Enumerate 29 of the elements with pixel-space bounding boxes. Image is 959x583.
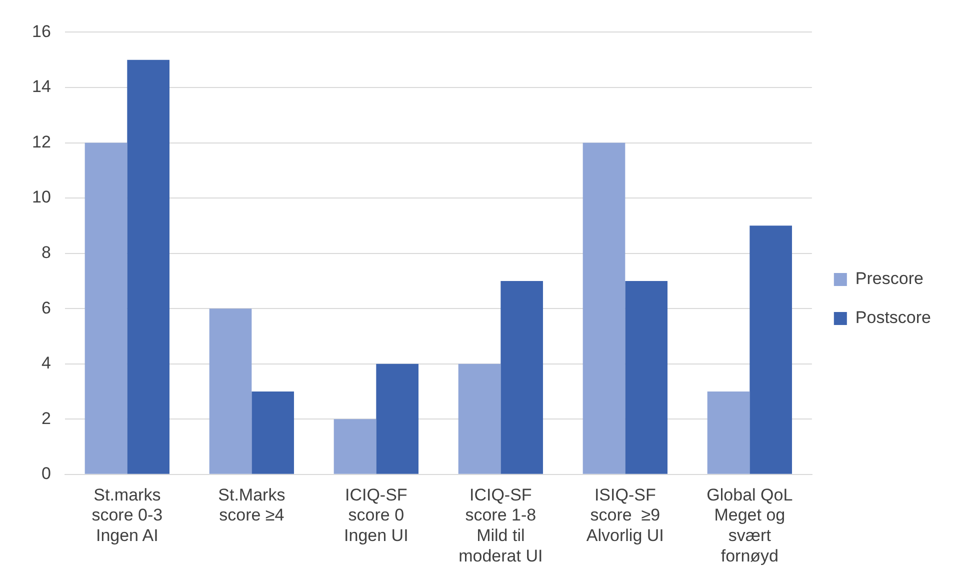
bar	[334, 419, 376, 474]
y-tick-label: 0	[41, 464, 51, 484]
bar	[750, 226, 792, 474]
y-tick-label: 16	[32, 22, 51, 41]
bar	[127, 60, 170, 474]
legend-label: Postscore	[855, 308, 932, 328]
bar	[209, 308, 252, 474]
x-tick-label: ICIQ-SF score 1-8 Mild til moderat UI	[458, 485, 543, 566]
y-tick-label: 8	[41, 242, 51, 262]
y-tick-label: 10	[32, 188, 51, 207]
y-tick-label: 4	[41, 354, 51, 373]
y-tick-label: 14	[32, 77, 51, 96]
bar	[582, 142, 626, 474]
bar	[376, 364, 418, 474]
bar	[625, 280, 668, 474]
bar	[707, 391, 750, 474]
legend-label: Prescore	[855, 269, 924, 288]
bar	[500, 280, 543, 474]
y-tick-label: 6	[41, 298, 51, 318]
bar	[252, 391, 294, 474]
bar	[458, 364, 501, 474]
x-tick-label: ISIQ-SF score ≥9 Alvorlig UI	[586, 485, 664, 546]
x-tick-label: ICIQ-SF score 0 Ingen UI	[344, 485, 408, 546]
x-tick-label: Global QoL Meget og svært fornøyd	[706, 485, 793, 566]
bar	[84, 142, 128, 474]
x-tick-label: St.marks score 0-3 Ingen AI	[92, 485, 163, 546]
x-tick-label: St.Marks score ≥4	[218, 485, 286, 525]
y-tick-label: 12	[32, 132, 51, 152]
y-tick-label: 2	[41, 408, 51, 428]
